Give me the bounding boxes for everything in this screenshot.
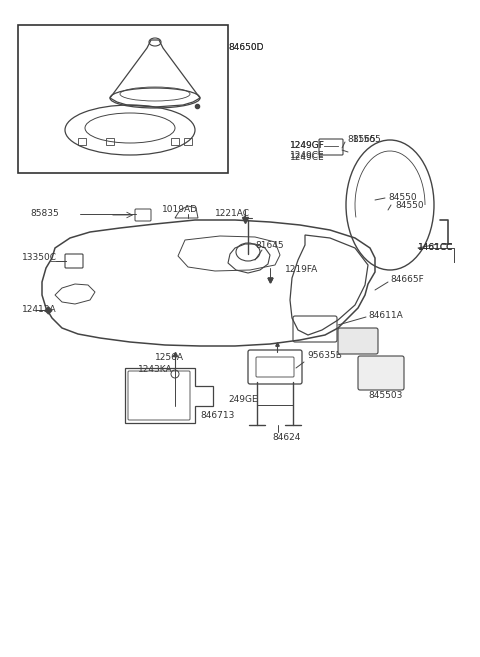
Text: 81645: 81645 bbox=[255, 240, 284, 250]
Text: 1219FA: 1219FA bbox=[285, 265, 318, 275]
Text: 1336JA: 1336JA bbox=[60, 95, 92, 104]
FancyBboxPatch shape bbox=[338, 328, 378, 354]
Text: 95635B: 95635B bbox=[307, 350, 342, 359]
Bar bbox=[171, 138, 179, 145]
Text: 85835: 85835 bbox=[30, 210, 59, 219]
Text: 84550: 84550 bbox=[388, 194, 417, 202]
Text: 846713: 846713 bbox=[200, 411, 234, 420]
Text: 1243KA: 1243KA bbox=[138, 365, 173, 374]
Text: 12413A: 12413A bbox=[22, 306, 57, 315]
Text: 1019AD: 1019AD bbox=[162, 206, 198, 214]
Text: 1249GF: 1249GF bbox=[290, 141, 325, 150]
Text: 1249CE: 1249CE bbox=[290, 152, 324, 160]
Text: 84550: 84550 bbox=[395, 200, 424, 210]
Text: 13350C: 13350C bbox=[22, 254, 57, 263]
Text: 84665F: 84665F bbox=[390, 275, 424, 284]
Text: 1221AC: 1221AC bbox=[215, 210, 250, 219]
Text: 84611A: 84611A bbox=[368, 311, 403, 319]
Text: 84350C: 84350C bbox=[26, 78, 61, 87]
Text: 1249GF: 1249GF bbox=[290, 141, 325, 150]
Text: 249GE: 249GE bbox=[228, 396, 258, 405]
Text: 84650D: 84650D bbox=[228, 43, 264, 53]
Text: 1461CC: 1461CC bbox=[418, 244, 454, 252]
FancyBboxPatch shape bbox=[358, 356, 404, 390]
Bar bbox=[106, 138, 114, 145]
Text: 84651: 84651 bbox=[26, 124, 55, 133]
Text: 81565: 81565 bbox=[347, 135, 376, 145]
Text: 1256A: 1256A bbox=[155, 353, 184, 363]
Text: 81565: 81565 bbox=[352, 135, 381, 145]
Text: 845503: 845503 bbox=[368, 390, 402, 399]
Text: 84650D: 84650D bbox=[228, 43, 264, 53]
Bar bbox=[78, 138, 86, 145]
Text: 84624: 84624 bbox=[272, 434, 300, 443]
Text: 1461CC: 1461CC bbox=[418, 244, 454, 252]
Bar bbox=[18, 25, 228, 173]
Text: 1249CE: 1249CE bbox=[290, 152, 324, 162]
Bar bbox=[184, 138, 192, 145]
